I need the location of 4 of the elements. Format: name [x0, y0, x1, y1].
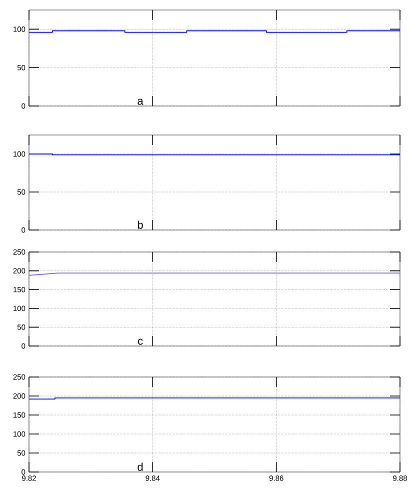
annotation: c — [138, 338, 143, 345]
annotation: d — [138, 462, 143, 471]
annotation: b — [138, 220, 144, 229]
annotation: a — [138, 98, 144, 105]
